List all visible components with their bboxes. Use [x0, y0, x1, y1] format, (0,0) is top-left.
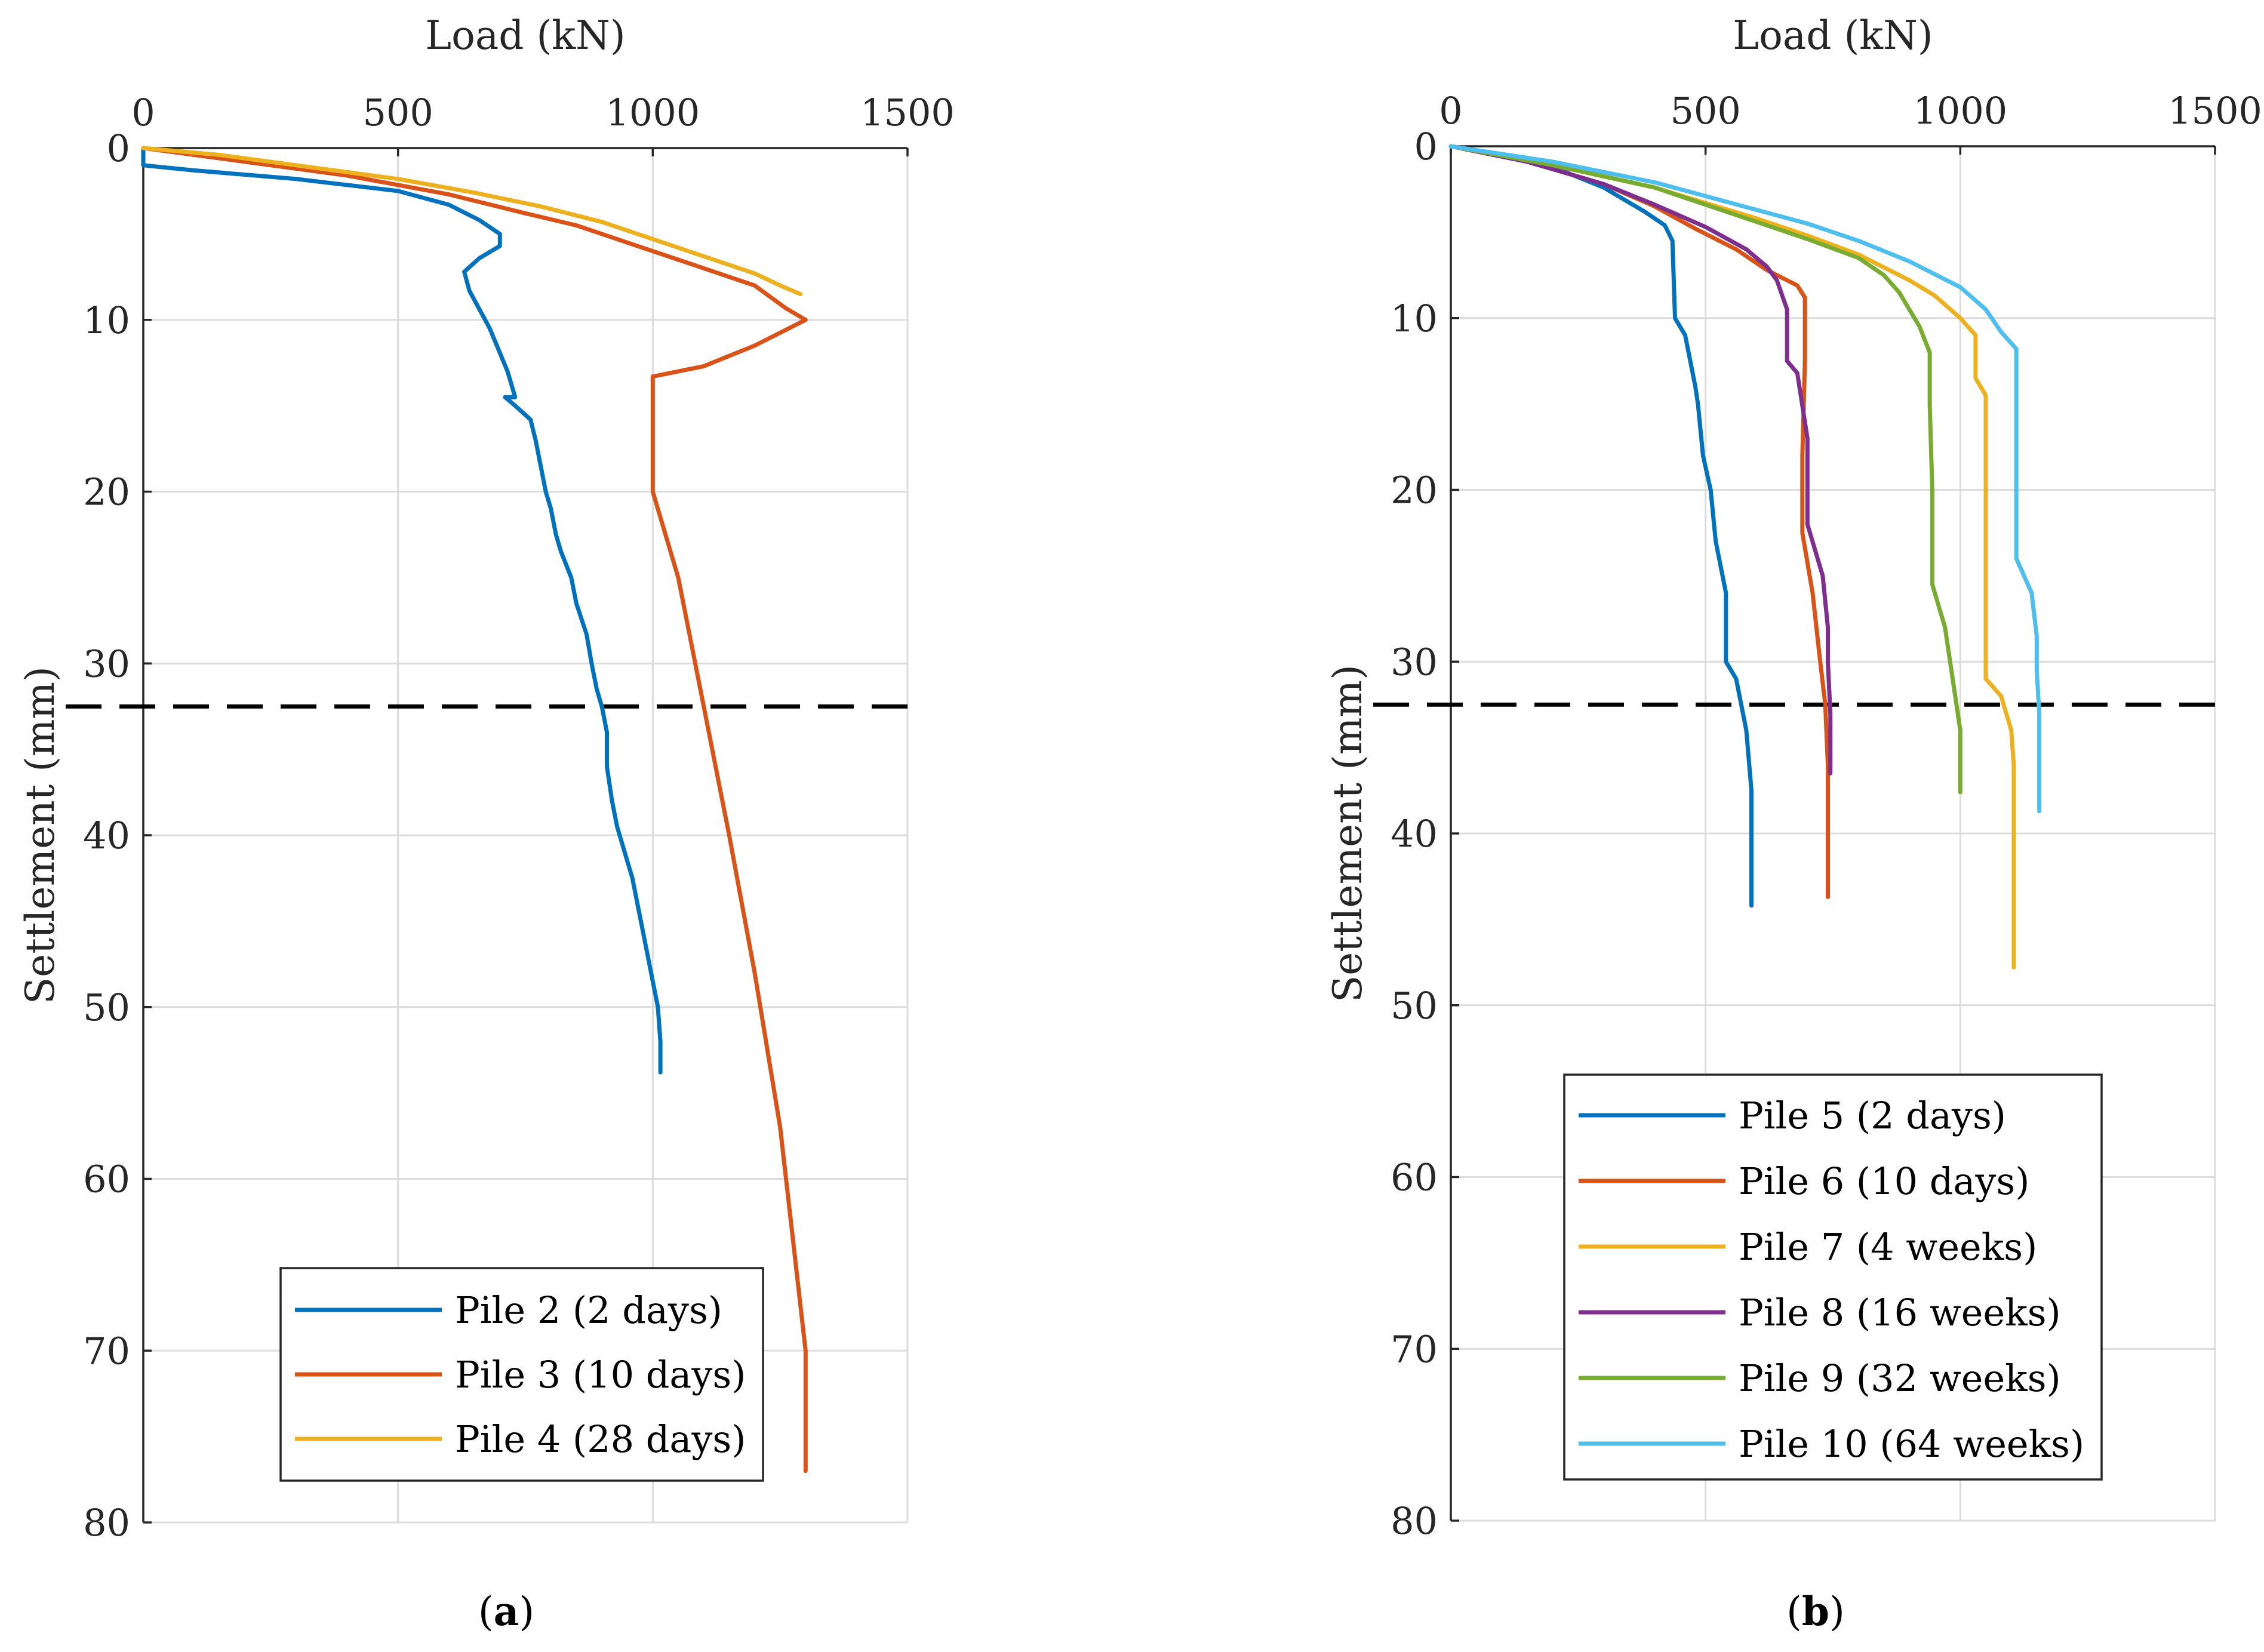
y-tick-label: 10: [1391, 297, 1438, 340]
y-axis-title: Settlement (mm): [17, 666, 63, 1004]
x-tick-label: 1000: [605, 91, 700, 134]
series-a: [141, 146, 808, 1473]
x-axis-title: Load (kN): [1733, 13, 1933, 59]
panel-caption: (b): [1786, 1588, 1845, 1635]
y-tick-label: 60: [1391, 1156, 1438, 1199]
series-line-pile-9-32-weeks: [1448, 144, 1962, 795]
legend-box: [1563, 1073, 2103, 1481]
legend-label: Pile 3 (10 days): [455, 1353, 746, 1396]
x-tick-label: 0: [1439, 89, 1462, 133]
y-tick-label: 0: [1414, 125, 1438, 168]
y-tick-label: 40: [1391, 812, 1438, 856]
series-line-pile-8-16-weeks: [1448, 144, 1833, 776]
axes-b: 0 500 1000 1500 0 10 20 30 40 50 60 70 80 Load (kN) Se…: [1325, 13, 2262, 1543]
panel-label: b: [1802, 1588, 1829, 1635]
y-tick-label: 80: [1391, 1499, 1438, 1543]
legend-label: Pile 2 (2 days): [455, 1288, 722, 1332]
x-tick-label: 500: [1670, 89, 1740, 133]
x-tick-label: 0: [131, 91, 155, 134]
y-tick-label: 10: [83, 299, 130, 342]
x-tick-label: 1000: [1913, 89, 2007, 133]
caption-a: (a): [478, 1588, 534, 1635]
x-tick-label: 1500: [2168, 89, 2262, 133]
caption-b: (b): [1786, 1588, 1845, 1635]
panel-caption: (a): [478, 1588, 534, 1635]
series-line-pile-2-2-days: [141, 146, 663, 1075]
axes-a: 0 500 1000 1500 0 10 20 30 40 50 60 70 80 Load (kN) Se…: [17, 13, 955, 1545]
legend-label: Pile 8 (16 weeks): [1739, 1291, 2061, 1334]
x-tick-label: 500: [362, 91, 433, 134]
x-tick-label: 1500: [860, 91, 955, 134]
y-tick-label: 80: [83, 1501, 130, 1545]
y-tick-label: 50: [1391, 984, 1438, 1027]
y-axis-title: Settlement (mm): [1325, 665, 1371, 1002]
y-tick-label: 70: [83, 1329, 130, 1373]
series-line-pile-10-64-weeks: [1448, 144, 2042, 814]
legend-label: Pile 7 (4 weeks): [1739, 1225, 2037, 1269]
legend-label: Pile 9 (32 weeks): [1739, 1356, 2061, 1400]
legend-b: Pile 5 (2 days) Pile 6 (10 days) Pile 7 (4…: [1563, 1073, 2103, 1481]
series-line-pile-3-10-days: [141, 146, 808, 1473]
panel-b: 0 500 1000 1500 0 10 20 30 40 50 60 70 80 Load (kN) Se…: [1325, 13, 2262, 1635]
legend-a: Pile 2 (2 days) Pile 3 (10 days) Pile 4 (2…: [279, 1267, 764, 1482]
y-tick-label: 50: [83, 986, 130, 1029]
y-tick-label: 30: [83, 642, 130, 685]
legend-label: Pile 4 (28 days): [455, 1417, 746, 1461]
y-tick-label: 60: [83, 1158, 130, 1201]
series-line-pile-4-28-days: [141, 146, 803, 297]
legend-label: Pile 10 (64 weeks): [1739, 1422, 2084, 1466]
x-axis-title: Load (kN): [425, 13, 625, 59]
y-tick-label: 30: [1391, 640, 1438, 684]
series-b: [1448, 144, 2042, 970]
y-tick-label: 0: [107, 127, 130, 170]
y-tick-label: 70: [1391, 1327, 1438, 1371]
y-tick-label: 20: [83, 470, 130, 514]
legend-label: Pile 6 (10 days): [1739, 1159, 2029, 1203]
y-tick-label: 20: [1391, 469, 1438, 512]
series-line-pile-7-4-weeks: [1448, 144, 2016, 970]
panel-label: a: [494, 1588, 519, 1635]
y-tick-label: 40: [83, 814, 130, 857]
series-line-pile-5-2-days: [1448, 144, 1754, 908]
legend-label: Pile 5 (2 days): [1739, 1094, 2006, 1137]
series-line-pile-6-10-days: [1448, 144, 1830, 899]
panel-a: 0 500 1000 1500 0 10 20 30 40 50 60 70 80 Load (kN) Se…: [17, 13, 955, 1635]
